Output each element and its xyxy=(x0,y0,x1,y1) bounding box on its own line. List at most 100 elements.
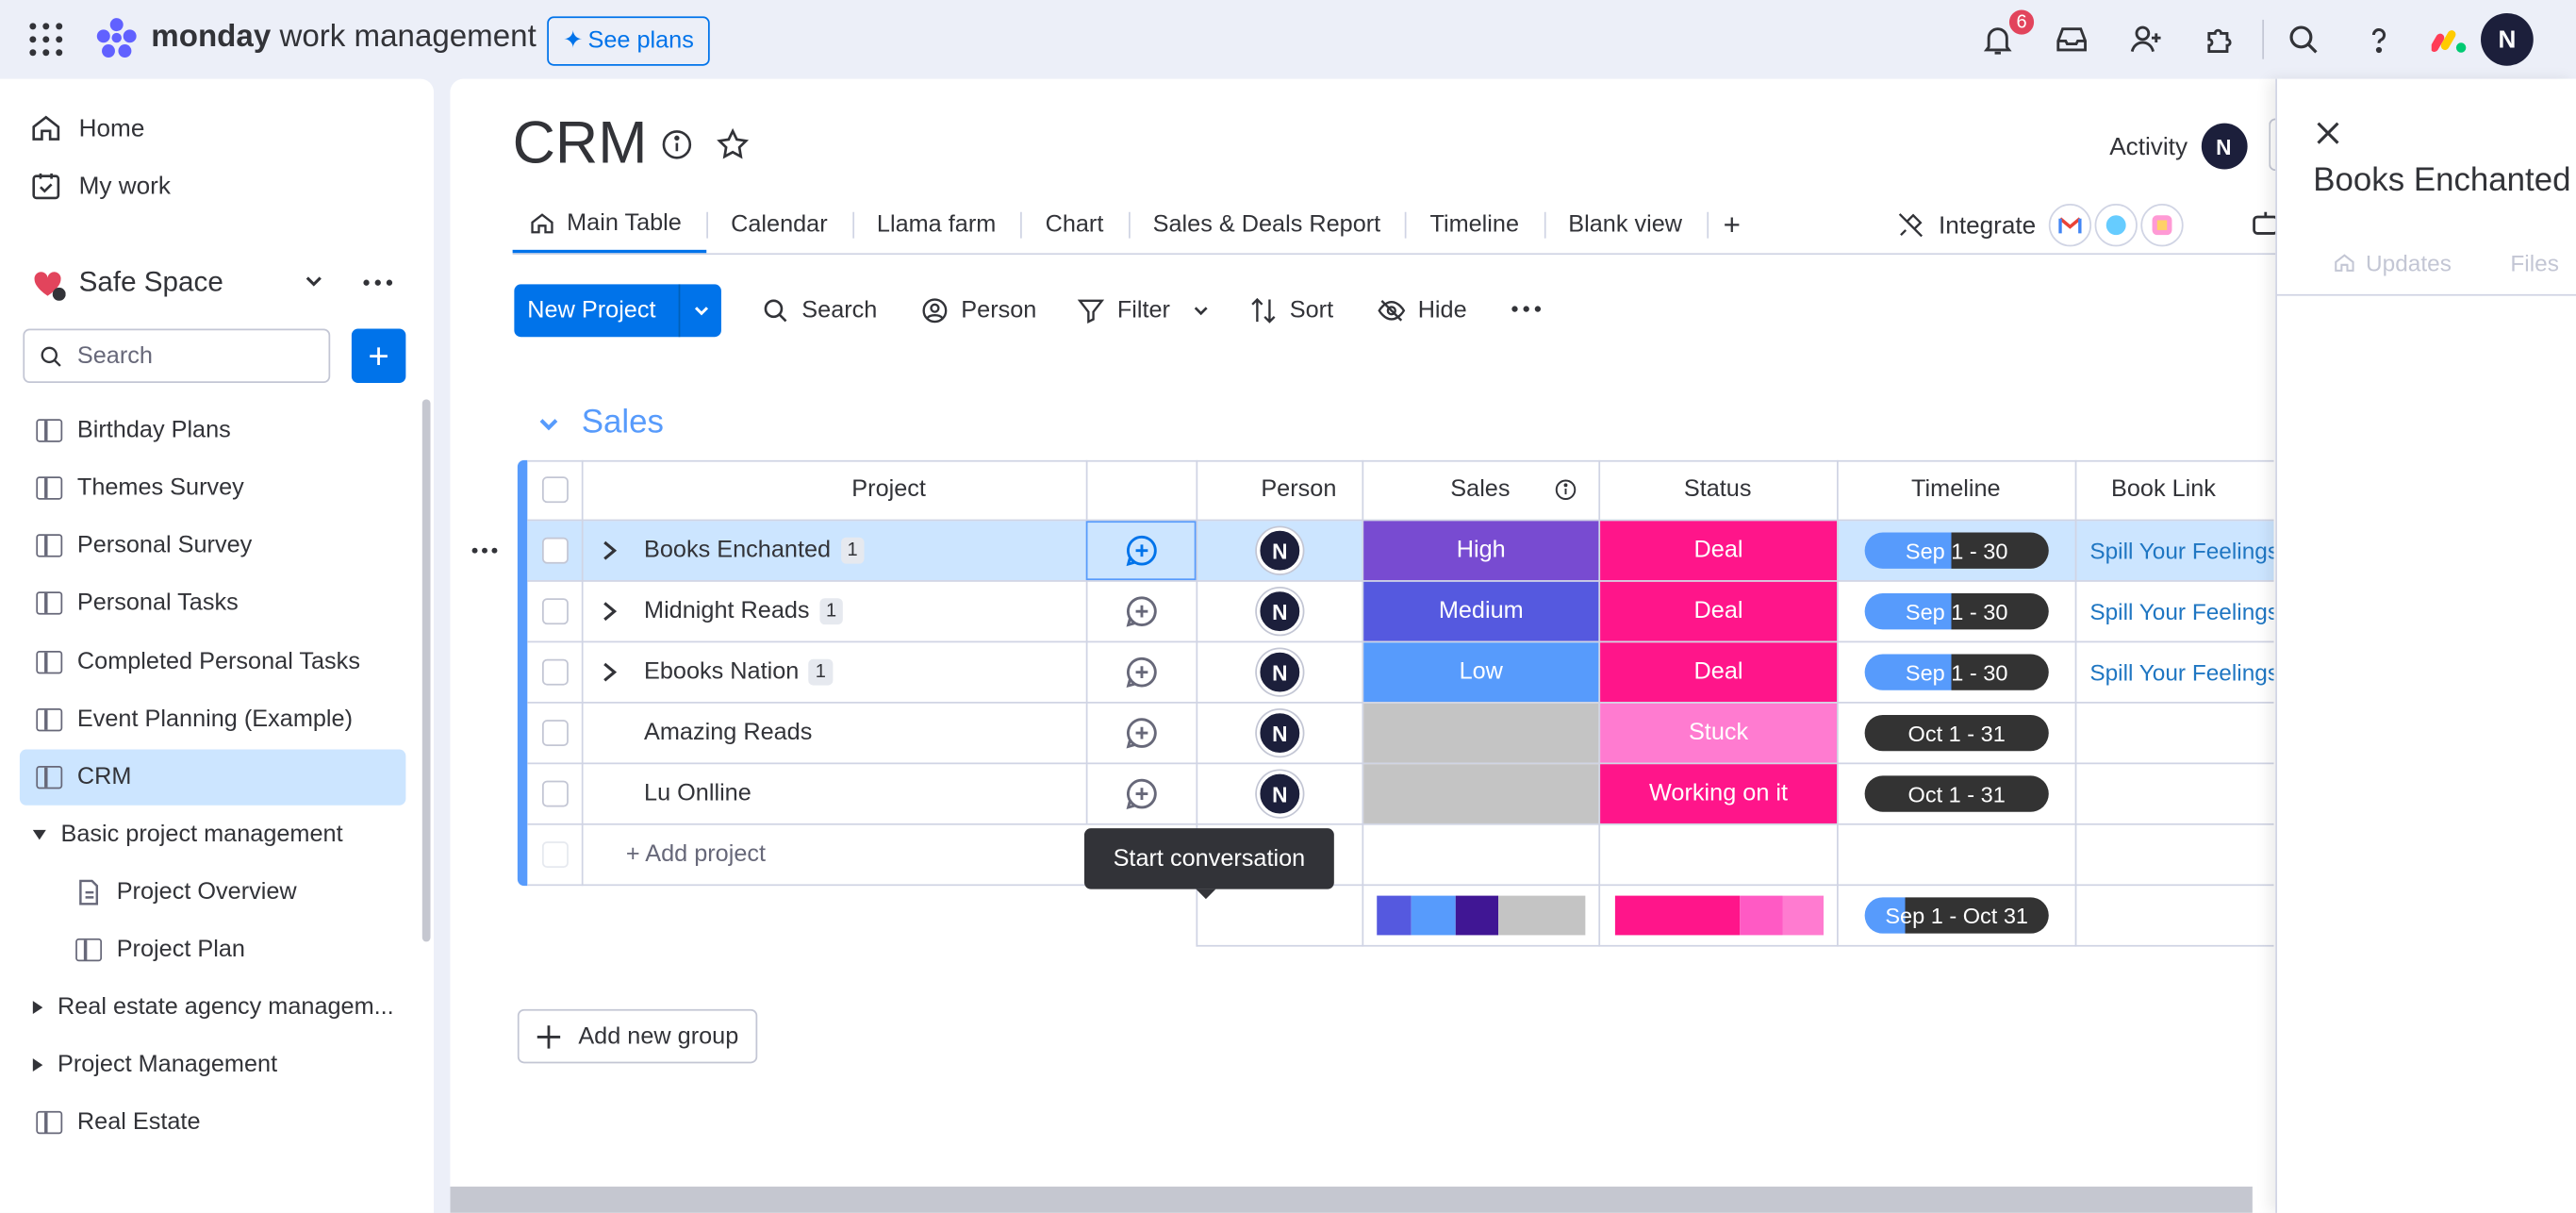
apps-puzzle-icon[interactable] xyxy=(2200,20,2239,59)
start-conversation-button[interactable] xyxy=(1087,582,1196,641)
sidebar-folder-project-management[interactable]: Project Management xyxy=(26,1037,412,1092)
sidebar-item-themes-survey[interactable]: Themes Survey xyxy=(20,460,405,516)
add-new-group-button[interactable]: Add new group xyxy=(517,1008,758,1064)
sidebar-folder-basic-project-management[interactable]: Basic project management xyxy=(26,807,412,863)
status-cell[interactable]: Deal xyxy=(1600,521,1838,581)
sidebar-my-work[interactable]: My work xyxy=(29,169,171,202)
help-icon[interactable] xyxy=(2359,20,2399,59)
column-header-book-link[interactable]: Book Link xyxy=(2110,476,2216,504)
collapse-group-icon[interactable] xyxy=(536,411,562,438)
panel-tab-updates[interactable]: Updates xyxy=(2333,250,2452,276)
column-header-project[interactable]: Project xyxy=(851,476,926,504)
integrate-button[interactable]: Integrate xyxy=(1896,202,2185,248)
book-link-cell[interactable] xyxy=(2076,764,2273,823)
status-summary-bar[interactable] xyxy=(1614,886,1825,945)
info-icon[interactable] xyxy=(660,128,693,161)
sales-cell[interactable] xyxy=(1363,764,1599,823)
start-conversation-button[interactable] xyxy=(1085,521,1197,581)
status-cell[interactable]: Stuck xyxy=(1600,703,1838,763)
row-checkbox[interactable] xyxy=(527,704,581,763)
sales-cell[interactable]: High xyxy=(1363,521,1599,581)
row-checkbox[interactable] xyxy=(527,764,581,823)
sidebar-home[interactable]: Home xyxy=(29,111,144,144)
tab-llama-farm[interactable]: Llama farm xyxy=(851,197,1021,253)
brand-name[interactable]: monday work management xyxy=(151,19,537,55)
expand-subitems-icon[interactable] xyxy=(598,662,620,682)
expand-subitems-icon[interactable] xyxy=(598,602,620,622)
column-header-sales[interactable]: Sales xyxy=(1362,460,1598,520)
expand-subitems-icon[interactable] xyxy=(598,540,620,560)
sidebar-item-personal-tasks[interactable]: Personal Tasks xyxy=(20,575,405,631)
book-link-cell[interactable]: Spill Your Feelings- xyxy=(2076,582,2273,641)
board-title[interactable]: CRM xyxy=(512,108,648,176)
monday-products-icon[interactable] xyxy=(2431,23,2468,56)
add-project-input[interactable]: + Add project xyxy=(625,841,767,868)
row-options-icon[interactable] xyxy=(470,540,499,562)
chevron-down-icon[interactable] xyxy=(303,270,325,292)
timeline-cell[interactable]: Oct 1 - 31 xyxy=(1839,704,2075,763)
close-icon[interactable] xyxy=(2313,118,2342,147)
sidebar-scrollbar[interactable] xyxy=(421,399,431,942)
chevron-down-icon[interactable] xyxy=(680,301,721,321)
chevron-down-icon[interactable] xyxy=(1192,301,1212,321)
column-header-person[interactable]: Person xyxy=(1261,476,1337,504)
status-cell[interactable]: Working on it xyxy=(1600,764,1838,823)
person-cell[interactable]: N xyxy=(1197,764,1362,823)
add-item-button[interactable]: + xyxy=(351,328,406,383)
filter-button[interactable]: Filter xyxy=(1076,291,1211,330)
timeline-cell[interactable]: Oct 1 - 31 xyxy=(1839,764,2075,823)
search-button[interactable]: Search xyxy=(761,291,877,330)
horizontal-scrollbar[interactable] xyxy=(450,1187,2253,1213)
add-view-button[interactable]: + xyxy=(1707,197,1757,253)
new-project-button[interactable]: New Project xyxy=(514,284,721,338)
tab-sales-deals-report[interactable]: Sales & Deals Report xyxy=(1128,197,1406,253)
sidebar-item-real-estate[interactable]: Real Estate xyxy=(20,1094,405,1150)
start-conversation-button[interactable] xyxy=(1087,642,1196,702)
activity-button[interactable]: Activity N xyxy=(2109,122,2247,171)
sidebar-item-project-plan[interactable]: Project Plan xyxy=(59,922,406,977)
person-cell[interactable]: N xyxy=(1197,582,1362,641)
row-item-name[interactable]: Midnight Reads 1 xyxy=(582,582,1086,641)
person-cell[interactable]: N xyxy=(1197,521,1362,580)
workspace-selector[interactable]: Safe Space xyxy=(29,263,404,303)
timeline-summary[interactable]: Sep 1 - Oct 31 xyxy=(1839,886,2075,945)
sales-cell[interactable] xyxy=(1363,703,1599,763)
timeline-cell[interactable]: Sep 1 - 30 xyxy=(1839,582,2075,641)
row-item-name[interactable]: Lu Onlline xyxy=(644,780,751,807)
row-item-name[interactable]: Books Enchanted 1 xyxy=(582,521,1086,580)
select-all-checkbox[interactable] xyxy=(527,460,581,520)
sales-summary-bar[interactable] xyxy=(1377,886,1586,945)
sales-cell[interactable]: Medium xyxy=(1363,581,1599,641)
person-cell[interactable]: N xyxy=(1197,642,1362,702)
panel-tab-files[interactable]: Files xyxy=(2510,249,2559,276)
group-title[interactable]: Sales xyxy=(581,404,664,440)
book-link[interactable]: Spill Your Feelings I xyxy=(2089,658,2274,686)
status-cell[interactable]: Deal xyxy=(1600,581,1838,641)
row-checkbox[interactable] xyxy=(527,521,581,580)
sidebar-item-event-planning[interactable]: Event Planning (Example) xyxy=(20,692,405,748)
book-link-cell[interactable]: Spill Your Feelings I xyxy=(2076,642,2273,702)
column-header-timeline[interactable]: Timeline xyxy=(1911,476,2001,504)
tab-timeline[interactable]: Timeline xyxy=(1405,197,1544,253)
sidebar-search-input[interactable]: Search xyxy=(23,328,331,383)
start-conversation-button[interactable] xyxy=(1087,764,1196,823)
timeline-cell[interactable]: Sep 1 - 30 xyxy=(1839,642,2075,702)
sidebar-item-completed-personal-tasks[interactable]: Completed Personal Tasks xyxy=(20,635,405,690)
star-icon[interactable] xyxy=(715,126,751,162)
person-filter-button[interactable]: Person xyxy=(920,291,1036,330)
tab-calendar[interactable]: Calendar xyxy=(705,197,852,253)
status-cell[interactable]: Deal xyxy=(1600,642,1838,703)
sidebar-item-crm[interactable]: CRM xyxy=(19,749,406,806)
column-info-icon[interactable] xyxy=(1554,478,1577,501)
tab-main-table[interactable]: Main Table xyxy=(512,197,706,254)
more-options-icon[interactable] xyxy=(1510,292,1543,325)
sort-button[interactable]: Sort xyxy=(1248,291,1333,330)
timeline-cell[interactable]: Sep 1 - 30 xyxy=(1839,521,2075,580)
bell-icon[interactable] xyxy=(1978,20,2018,59)
row-checkbox[interactable] xyxy=(527,582,581,641)
sidebar-item-project-overview[interactable]: Project Overview xyxy=(59,865,406,921)
book-link-cell[interactable] xyxy=(2076,704,2273,763)
inbox-icon[interactable] xyxy=(2052,20,2091,59)
search-icon[interactable] xyxy=(2284,20,2323,59)
column-header-status[interactable]: Status xyxy=(1683,476,1752,504)
